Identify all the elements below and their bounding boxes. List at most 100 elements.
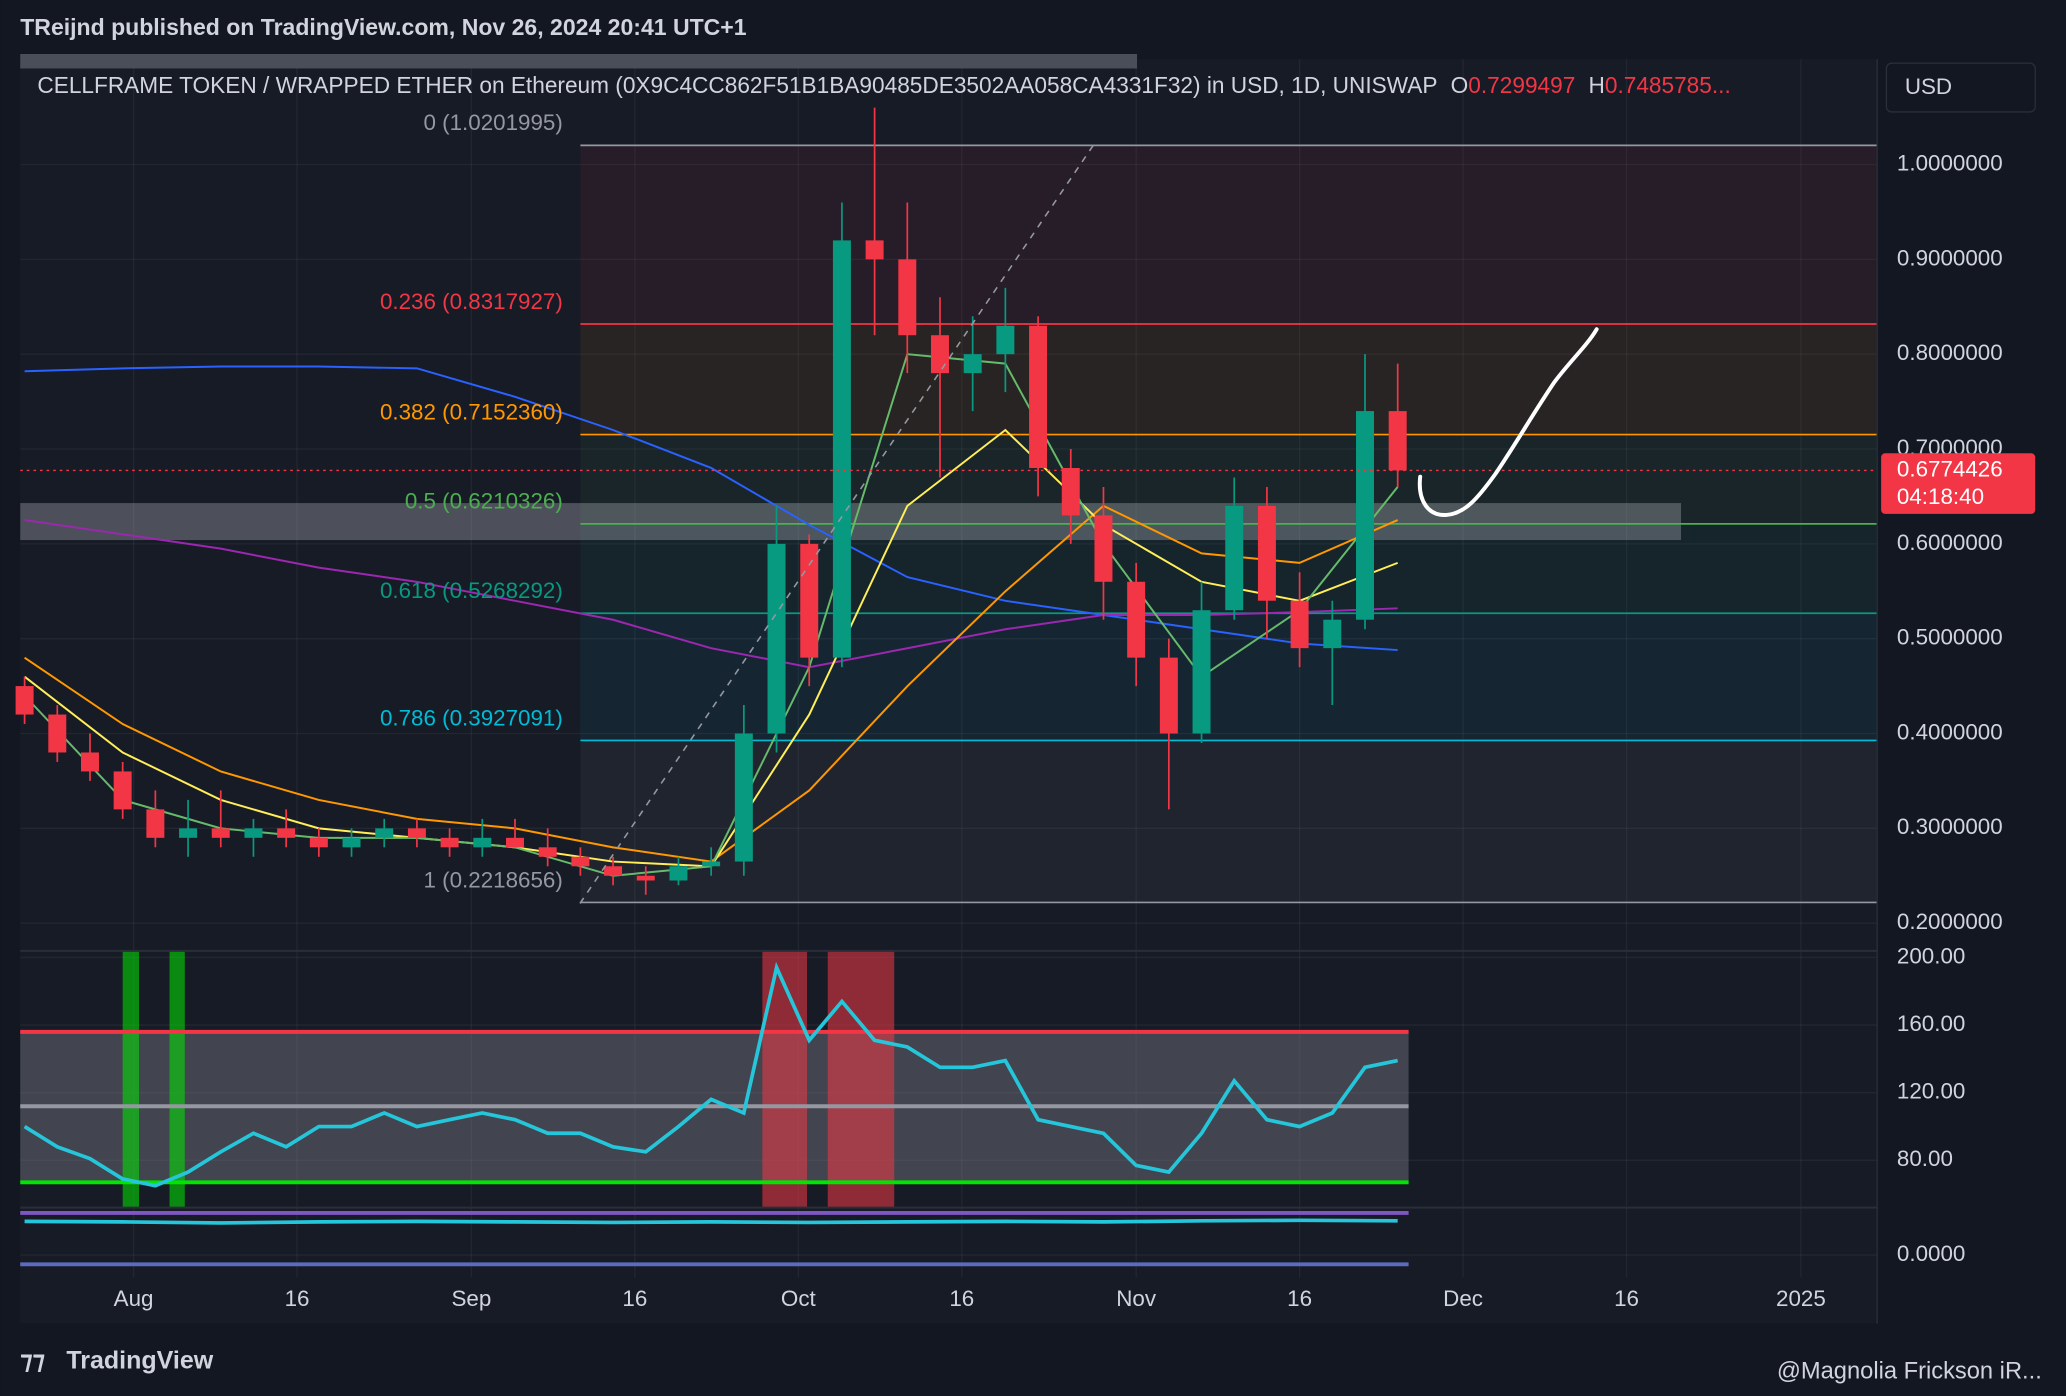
y-tick-label: 0.5000000 xyxy=(1897,625,2003,650)
top-layer: Aug 16 Sep 16 Oct 16 Nov 16 Dec 16 2025 0 (1.020199… xyxy=(114,110,2036,1311)
last-price-box xyxy=(1881,453,2036,514)
series-line xyxy=(23,961,1399,1188)
candle-body xyxy=(1159,657,1178,734)
fib-label: 0.618 (0.5268292) xyxy=(380,578,563,603)
series-line xyxy=(24,1218,1398,1225)
fib-zone xyxy=(580,145,1878,325)
legend-value: 0.7485785... xyxy=(1605,72,1731,98)
candle-body xyxy=(669,866,688,881)
currency-label[interactable]: USD xyxy=(1905,74,1952,99)
footer-brand: TradingView xyxy=(66,1346,213,1374)
fib-label: 0.5 (0.6210326) xyxy=(405,489,563,514)
countdown-label: 04:18:40 xyxy=(1897,484,1984,509)
fib-label: 0.382 (0.7152360) xyxy=(380,399,563,424)
x-tick-label: Oct xyxy=(781,1286,817,1311)
y-tick-label: 0.8000000 xyxy=(1897,340,2003,365)
candle-body xyxy=(1323,619,1342,649)
series-line xyxy=(24,365,1398,652)
candle-body xyxy=(538,847,557,857)
candle-body xyxy=(1061,467,1080,516)
fib-label: 0.786 (0.3927091) xyxy=(380,705,563,730)
candle-body xyxy=(1388,411,1407,471)
legend-key: H xyxy=(1588,72,1604,98)
y-tick-label: 0.6000000 xyxy=(1897,530,2003,555)
main-layer: 1.00000000.90000000.80000000.70000000.60… xyxy=(15,107,2003,1267)
currency-button[interactable] xyxy=(1885,62,2036,113)
candle-body xyxy=(865,240,884,260)
x-tick-label: 16 xyxy=(622,1286,647,1311)
x-tick-label: 16 xyxy=(949,1286,974,1311)
plot-background xyxy=(20,59,1878,1324)
last-price-label: 0.6774426 xyxy=(1897,456,2003,481)
candle-body xyxy=(1094,515,1113,582)
candle-body xyxy=(146,809,165,838)
y-tick-label: 0.2000000 xyxy=(1897,909,2003,934)
legend-key: O xyxy=(1451,72,1469,98)
y-tick-label: 0.9000000 xyxy=(1897,245,2003,270)
fib-zone xyxy=(580,613,1878,741)
candle-body xyxy=(1225,505,1244,611)
y-tick-label: 200.00 xyxy=(1897,943,1965,968)
y-tick-label: 0.0000 xyxy=(1897,1241,1965,1266)
candle-body xyxy=(1127,581,1146,658)
fib-label: 0.236 (0.8317927) xyxy=(380,289,563,314)
candle-body xyxy=(963,354,982,374)
candle-body xyxy=(1356,411,1374,620)
candle-body xyxy=(277,828,296,838)
y-tick-label: 0.4000000 xyxy=(1897,719,2003,744)
candle-body xyxy=(996,325,1015,355)
fib-label: 0 (1.0201995) xyxy=(423,110,562,135)
candle-body xyxy=(800,543,819,658)
candle-body xyxy=(211,828,230,838)
y-tick-label: 120.00 xyxy=(1897,1079,1965,1104)
candle-body xyxy=(767,543,786,734)
candle-body xyxy=(1290,600,1309,649)
candle-body xyxy=(832,240,851,658)
candle-body xyxy=(506,837,524,848)
x-tick-label: 2025 xyxy=(1776,1286,1826,1311)
projection-drawing xyxy=(1417,327,1599,517)
candle-body xyxy=(80,752,99,772)
footer-credit: @Magnolia Frickson iR... xyxy=(1777,1359,2042,1385)
series-line xyxy=(24,519,1398,669)
legend-value: 0.7299497 xyxy=(1468,72,1575,98)
signal-highlight xyxy=(169,950,185,1208)
candle-body xyxy=(179,828,198,838)
y-tick-label: 80.00 xyxy=(1897,1146,1953,1171)
y-tick-label: 1.0000000 xyxy=(1897,150,2003,175)
tradingview-logo: ⁊⁊ xyxy=(20,1346,45,1374)
candle-body xyxy=(931,335,949,374)
candle-body xyxy=(1029,325,1048,468)
candle-body xyxy=(407,828,426,838)
candle-body xyxy=(734,733,753,862)
x-tick-label: Sep xyxy=(451,1286,491,1311)
y-tick-label: 0.3000000 xyxy=(1897,814,2003,839)
candle-body xyxy=(244,828,263,838)
candle-body xyxy=(636,875,655,881)
x-tick-label: Dec xyxy=(1443,1286,1483,1311)
x-tick-label: Nov xyxy=(1116,1286,1157,1311)
candle-body xyxy=(309,837,328,848)
candle-body xyxy=(604,866,623,876)
scroll-bar xyxy=(20,53,1138,69)
publisher-header: TReijnd published on TradingView.com, No… xyxy=(20,14,747,40)
background-layer xyxy=(20,59,1878,1278)
fib-zone xyxy=(580,324,1878,435)
logo-mark: ⁊⁊ xyxy=(20,1346,45,1374)
candle-body xyxy=(375,828,394,838)
x-tick-label: 16 xyxy=(1287,1286,1312,1311)
x-tick-label: 16 xyxy=(285,1286,310,1311)
x-tick-label: 16 xyxy=(1614,1286,1639,1311)
fib-zone xyxy=(580,740,1878,903)
symbol-title: CELLFRAME TOKEN / WRAPPED ETHER on Ether… xyxy=(37,72,1437,98)
candle-body xyxy=(898,259,917,336)
candle-body xyxy=(1192,610,1211,734)
candle-body xyxy=(473,837,492,848)
candle-body xyxy=(342,837,361,848)
candle-body xyxy=(571,856,590,867)
candle-body xyxy=(113,771,132,810)
y-tick-label: 160.00 xyxy=(1897,1011,1965,1036)
x-tick-label: Aug xyxy=(114,1286,154,1311)
symbol-legend: CELLFRAME TOKEN / WRAPPED ETHER on Ether… xyxy=(37,72,1730,98)
